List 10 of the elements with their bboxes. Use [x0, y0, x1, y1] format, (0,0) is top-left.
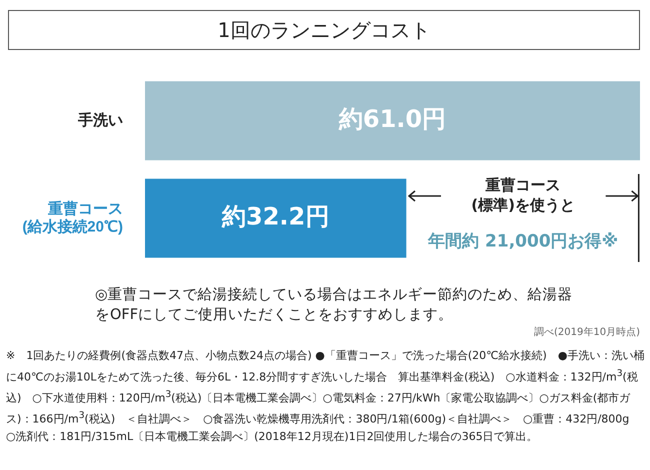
text: 調べ(2019年10月時点) [534, 326, 640, 339]
y-tick-label: 重曹コース (給水接続20℃) [22, 200, 123, 236]
data-label: 約61.0円 [338, 104, 446, 133]
y-tick-label: 手洗い [77, 112, 123, 129]
chart-title: 1回のランニングコスト [8, 10, 640, 50]
text: ※ 1回あたりの経費例(食器点数47点、小物点数24点の場合) ●「重曹コース」で洗った場合(20℃給水接続) ●手洗い：洗い桶に40℃のお湯10Lをためて洗った後、毎分6L・12.8分間すすぎ洗いした場合 算出基準料金(税込) ○水道料金：132円/m$^{3}$(税込) ○下水道使用料：120円/m$^{3}$(税込)〔日本電機工業会調べ〕○電気料金：27円/kWh〔家電公取協調べ〕○ガス料金(都市ガス)：166円/m$^{3}$(税込) ＜自社調べ＞ ○食器洗い乾燥機専用洗剤代：380円/1箱(600g)＜自社調べ＞ ○重曹：432円/800g ○洗剤代：181円/315mL〔日本電機工業会調べ〕(2018年12月現在)1日2回使用した場合の365日で算出。 [6, 349, 644, 443]
data-label: 約32.2円 [221, 202, 330, 230]
text: ◎重曹コースで給湯接続している場合はエネルギー節約のため、給湯器をOFFにしてご使用いただくことをおすすめします。 [95, 286, 574, 325]
annotation: 年間約 21,000円お得※ [427, 232, 618, 252]
annotation: 重曹コース (標準)を使うと [471, 176, 576, 214]
